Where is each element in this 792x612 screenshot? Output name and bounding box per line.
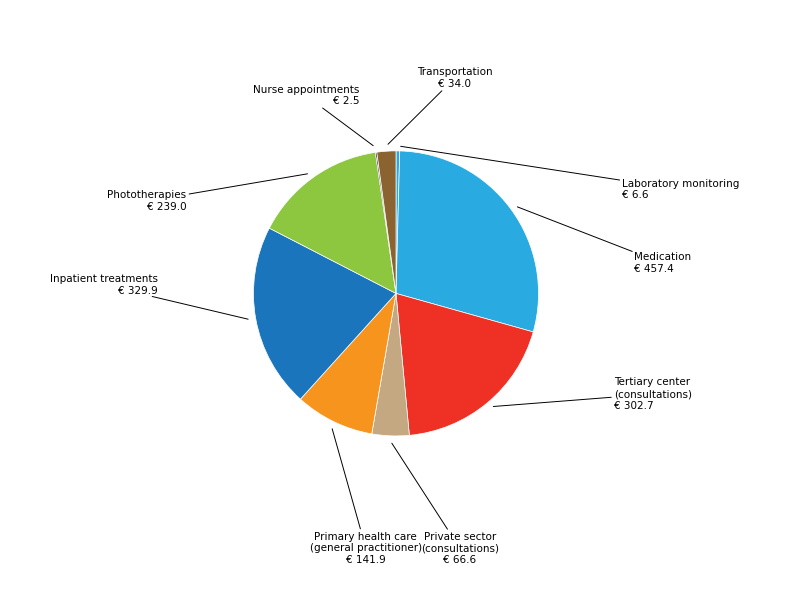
Wedge shape (377, 151, 396, 293)
Wedge shape (253, 228, 396, 399)
Text: Inpatient treatments
€ 329.9: Inpatient treatments € 329.9 (50, 274, 248, 319)
Text: Laboratory monitoring
€ 6.6: Laboratory monitoring € 6.6 (401, 146, 740, 200)
Wedge shape (300, 293, 396, 434)
Wedge shape (375, 152, 396, 293)
Wedge shape (396, 293, 533, 435)
Wedge shape (396, 151, 400, 293)
Text: Transportation
€ 34.0: Transportation € 34.0 (388, 67, 493, 144)
Wedge shape (269, 152, 396, 293)
Text: Phototherapies
€ 239.0: Phototherapies € 239.0 (107, 174, 307, 212)
Wedge shape (371, 293, 409, 436)
Text: Medication
€ 457.4: Medication € 457.4 (517, 207, 691, 274)
Text: Primary health care
(general practitioner)
€ 141.9: Primary health care (general practitione… (310, 429, 422, 565)
Text: Nurse appointments
€ 2.5: Nurse appointments € 2.5 (253, 85, 373, 146)
Text: Tertiary center
(consultations)
€ 302.7: Tertiary center (consultations) € 302.7 (493, 378, 692, 411)
Wedge shape (396, 151, 539, 332)
Text: Private sector
(consultations)
€ 66.6: Private sector (consultations) € 66.6 (392, 443, 499, 565)
